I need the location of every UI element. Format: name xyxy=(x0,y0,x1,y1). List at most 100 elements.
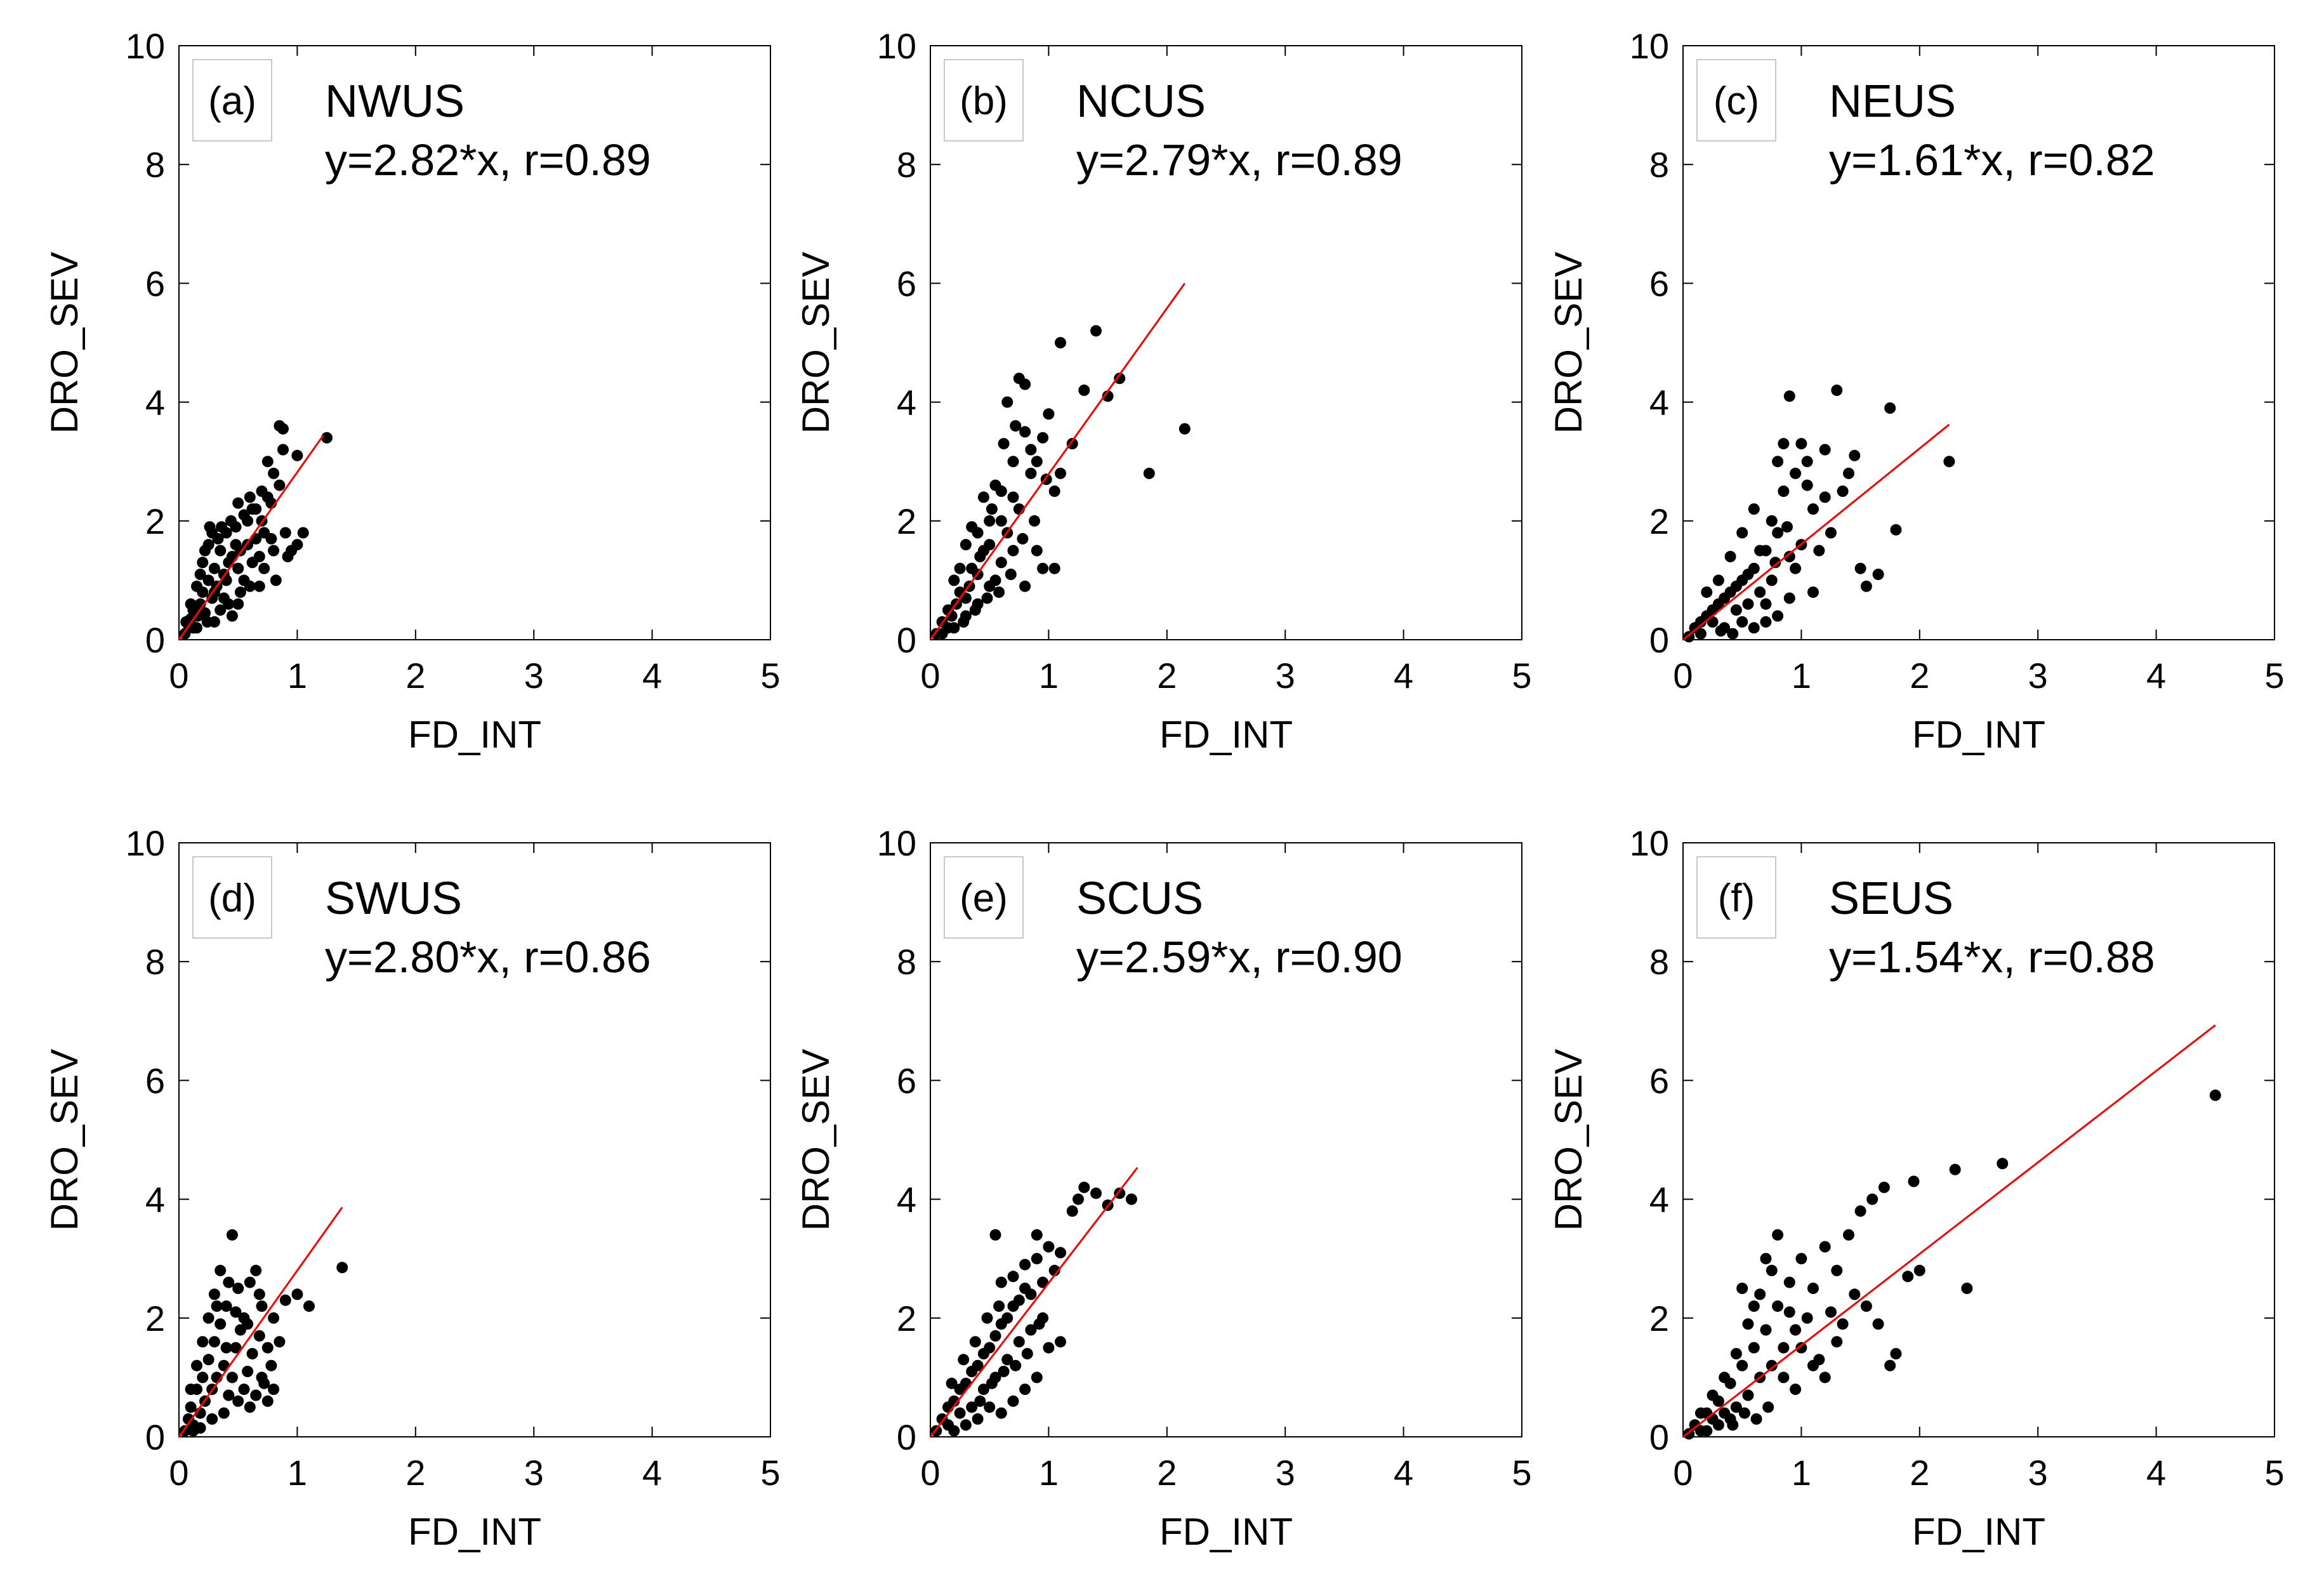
data-point xyxy=(958,616,970,628)
x-tick-label: 2 xyxy=(1157,656,1177,696)
x-axis-label: FD_INT xyxy=(1912,1510,2045,1553)
data-point xyxy=(1831,384,1843,396)
data-point xyxy=(1031,545,1043,557)
data-point xyxy=(230,1342,242,1354)
x-tick-label: 4 xyxy=(1394,1453,1413,1493)
data-point xyxy=(1766,1359,1778,1371)
data-point xyxy=(1878,1181,1890,1193)
data-point xyxy=(1783,592,1795,604)
data-point xyxy=(1715,625,1727,637)
y-tick-label: 10 xyxy=(877,26,916,66)
data-point xyxy=(1890,524,1902,536)
x-tick-label: 3 xyxy=(1276,656,1295,696)
data-point xyxy=(244,491,256,503)
data-point xyxy=(946,1377,958,1389)
y-tick-label: 2 xyxy=(897,1298,916,1338)
x-tick-label: 2 xyxy=(1910,1453,1929,1493)
x-tick-label: 0 xyxy=(1673,1453,1693,1493)
x-axis-label: FD_INT xyxy=(1159,713,1293,756)
data-point xyxy=(1772,610,1784,622)
data-point xyxy=(1819,444,1831,456)
data-point xyxy=(1078,384,1090,396)
data-point xyxy=(993,586,1005,598)
data-point xyxy=(1021,1348,1033,1359)
data-point xyxy=(253,1288,265,1300)
y-axis-label: DRO_SEV xyxy=(43,252,86,434)
data-point xyxy=(1066,1205,1078,1217)
data-point xyxy=(250,1264,262,1276)
data-point xyxy=(1066,438,1078,450)
data-point xyxy=(250,532,262,545)
data-point xyxy=(291,539,303,551)
x-tick-label: 5 xyxy=(1512,656,1531,696)
data-point xyxy=(226,1371,238,1384)
data-point xyxy=(995,1407,1007,1419)
data-point xyxy=(1695,616,1707,628)
data-point xyxy=(1730,1401,1742,1413)
data-point xyxy=(1043,1241,1055,1253)
data-point xyxy=(1019,426,1031,438)
y-tick-label: 4 xyxy=(897,1180,916,1220)
data-point xyxy=(1997,1158,2009,1170)
data-point xyxy=(234,586,246,598)
data-point xyxy=(185,598,197,610)
x-tick-label: 5 xyxy=(2264,656,2284,696)
data-point xyxy=(202,1354,215,1366)
data-point xyxy=(1766,515,1778,527)
data-point xyxy=(265,1359,277,1371)
panel-nwus: 0 1 2 3 4 5 0 2 4 6 8 10 FD_INT DRO_SEV (a) NWUS y=2.82*… xyxy=(43,26,781,756)
y-tick-label: 2 xyxy=(1649,1298,1669,1338)
data-point xyxy=(966,1366,978,1377)
data-point xyxy=(986,503,998,515)
data-point xyxy=(1701,1425,1713,1437)
y-tick-label: 8 xyxy=(145,145,165,185)
plot-frame xyxy=(930,842,1522,1437)
data-point xyxy=(1790,562,1802,574)
data-point xyxy=(989,479,1001,491)
y-tick-label: 6 xyxy=(145,1060,165,1100)
data-point xyxy=(201,616,213,628)
data-point xyxy=(995,515,1007,527)
data-point xyxy=(1712,574,1724,586)
y-tick-label: 0 xyxy=(897,1417,916,1457)
data-point xyxy=(242,1318,254,1330)
data-point xyxy=(303,1300,315,1312)
data-point xyxy=(936,628,948,640)
data-point xyxy=(1055,467,1066,479)
data-point xyxy=(1754,586,1766,598)
y-tick-label: 2 xyxy=(145,501,165,541)
data-point xyxy=(215,1264,227,1276)
data-point xyxy=(1831,1336,1843,1348)
y-axis-label: DRO_SEV xyxy=(43,1049,86,1231)
panel-label-box xyxy=(192,856,272,939)
panel-label: (f) xyxy=(1718,876,1755,920)
data-point xyxy=(1872,1318,1884,1330)
panel-label: (b) xyxy=(960,79,1008,123)
x-tick-label: 2 xyxy=(406,656,425,696)
data-point xyxy=(1730,580,1742,592)
data-point xyxy=(1736,1283,1748,1294)
data-point xyxy=(974,1395,986,1407)
y-tick-label: 10 xyxy=(1630,823,1669,863)
fit-equation: y=2.79*x, r=0.89 xyxy=(1076,135,1403,185)
panel-label: (a) xyxy=(208,79,256,123)
data-point xyxy=(977,491,989,503)
regression-line xyxy=(178,435,324,640)
data-point xyxy=(1001,1354,1013,1366)
data-point xyxy=(1078,1181,1090,1193)
data-point xyxy=(1102,390,1114,402)
data-point xyxy=(1037,1276,1049,1288)
data-point xyxy=(1807,503,1819,515)
data-point xyxy=(220,574,232,586)
data-point xyxy=(1837,486,1849,497)
y-tick-label: 8 xyxy=(1649,942,1669,982)
y-tick-label: 6 xyxy=(897,263,916,303)
data-point xyxy=(1055,1336,1066,1348)
data-point xyxy=(321,432,333,444)
data-point xyxy=(256,1371,268,1384)
data-point xyxy=(216,521,228,533)
x-tick-label: 0 xyxy=(169,656,188,696)
data-point xyxy=(1007,456,1019,468)
data-point xyxy=(297,527,309,539)
